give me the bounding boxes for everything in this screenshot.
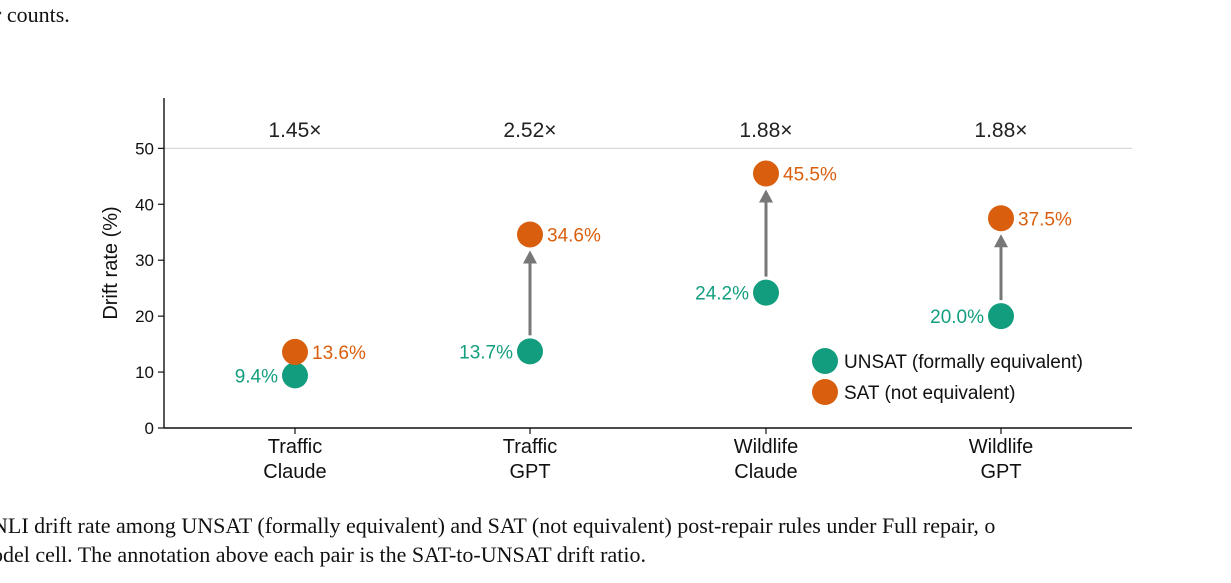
drift-arrowhead <box>994 234 1008 248</box>
figure-caption: NLI drift rate among UNSAT (formally equ… <box>0 511 995 569</box>
x-tick-label: Traffic <box>268 436 322 458</box>
sat-data-label: 34.6% <box>547 225 601 246</box>
drift-rate-chart: 0 10 20 30 40 50 Traffic Claude Traffic GPT Wildli… <box>100 98 1132 483</box>
x-tick-label: Claude <box>263 461 326 483</box>
unsat-point <box>517 338 543 365</box>
unsat-point <box>753 279 779 306</box>
y-tick-label: 0 <box>145 419 154 438</box>
ratio-annotation: 1.88× <box>974 119 1027 142</box>
legend-sat-label: SAT (not equivalent) <box>844 383 1015 404</box>
x-tick-label: GPT <box>509 461 550 483</box>
x-tick-label: Traffic <box>503 436 557 458</box>
y-tick-label: 40 <box>135 195 154 214</box>
unsat-point <box>988 303 1014 330</box>
unsat-data-label: 13.7% <box>459 342 513 363</box>
ratio-annotation: 1.88× <box>739 119 792 142</box>
x-tick-label: Claude <box>734 461 797 483</box>
legend: UNSAT (formally equivalent) SAT (not equ… <box>812 348 1083 405</box>
unsat-data-label: 24.2% <box>695 284 749 305</box>
sat-data-label: 45.5% <box>783 165 837 186</box>
ratio-annotation: 1.45× <box>268 119 321 142</box>
sat-point <box>988 205 1014 232</box>
sat-point <box>282 338 308 365</box>
sat-data-label: 13.6% <box>312 343 366 364</box>
axes-layer: 0 10 20 30 40 50 Traffic Claude Traffic GPT Wildli… <box>135 98 1132 483</box>
legend-unsat-label: UNSAT (formally equivalent) <box>844 352 1083 373</box>
sat-point <box>517 221 543 248</box>
legend-unsat-swatch <box>812 348 838 374</box>
caption-line-2: odel cell. The annotation above each pai… <box>0 542 646 567</box>
y-tick-label: 30 <box>135 251 154 270</box>
drift-arrowhead <box>759 189 773 203</box>
unsat-point <box>282 362 308 389</box>
unsat-data-label: 20.0% <box>930 307 984 328</box>
y-tick-label: 50 <box>135 139 154 158</box>
legend-sat-swatch <box>812 379 838 405</box>
y-axis-label: Drift rate (%) <box>100 206 122 319</box>
x-tick-label: Wildlife <box>734 436 798 458</box>
y-tick-label: 10 <box>135 363 154 382</box>
caption-line-1: NLI drift rate among UNSAT (formally equ… <box>0 513 996 538</box>
marks-layer: 1.45× 2.52× 1.88× 1.88× 9.4% 13.7% 24.2% 20.0% 1… <box>235 119 1072 389</box>
x-tick-label: GPT <box>980 461 1021 483</box>
sat-point <box>753 160 779 187</box>
preceding-text-fragment: r counts. <box>0 2 70 27</box>
ratio-annotation: 2.52× <box>503 119 556 142</box>
y-tick-label: 20 <box>135 307 154 326</box>
sat-data-label: 37.5% <box>1018 209 1072 230</box>
drift-arrowhead <box>523 250 537 264</box>
x-tick-label: Wildlife <box>969 436 1033 458</box>
unsat-data-label: 9.4% <box>235 366 278 387</box>
